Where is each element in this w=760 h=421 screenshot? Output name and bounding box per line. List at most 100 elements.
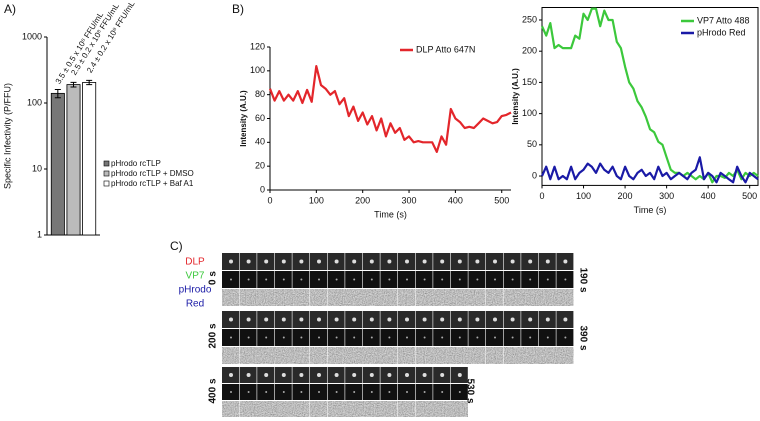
micrograph-tile — [450, 347, 468, 364]
particle — [282, 391, 285, 393]
particle — [318, 336, 320, 339]
particle — [406, 336, 408, 339]
x-tick-label: 400 — [701, 191, 716, 201]
particle — [300, 391, 303, 393]
particle — [318, 391, 320, 393]
particle — [458, 278, 461, 281]
particle — [281, 259, 286, 264]
error-bar — [54, 89, 61, 99]
x-tick-label: 400 — [448, 195, 463, 205]
particle — [265, 391, 268, 393]
micrograph-tile — [327, 289, 345, 306]
bar — [82, 82, 97, 236]
particle — [387, 317, 392, 322]
particle — [335, 336, 338, 339]
data-line — [268, 65, 512, 153]
y-axis-label: Intensity (A.U.) — [239, 90, 248, 147]
particle — [458, 391, 461, 393]
particle — [422, 373, 427, 377]
micrograph-tile — [274, 347, 292, 364]
particle — [405, 317, 409, 322]
y-tick-label: 100 — [522, 108, 537, 118]
particle — [388, 336, 391, 339]
micrograph-tile — [362, 401, 380, 417]
particle — [317, 317, 321, 322]
particle — [352, 259, 357, 264]
particle — [388, 391, 391, 393]
micrograph-tile — [503, 347, 521, 364]
micrograph-tile — [503, 289, 521, 306]
particle — [352, 373, 357, 377]
particle — [476, 336, 479, 339]
micrograph-tile — [521, 347, 539, 364]
particle — [441, 336, 444, 339]
micrograph-tile — [239, 347, 257, 364]
y-tick-label: 200 — [522, 46, 537, 56]
particle — [246, 373, 251, 377]
particle — [476, 278, 479, 281]
particle — [229, 317, 233, 322]
y-tick-label: 50 — [527, 139, 537, 149]
y-tick-label: 80 — [255, 89, 265, 99]
particle — [475, 259, 480, 264]
particle — [564, 336, 567, 339]
particle — [247, 336, 250, 339]
particle — [458, 336, 461, 339]
particle — [264, 259, 269, 264]
particle — [387, 373, 392, 377]
particle — [246, 259, 251, 264]
particle — [546, 278, 549, 281]
error-bar — [86, 79, 93, 86]
micrograph-tile — [345, 347, 363, 364]
particle — [423, 391, 426, 393]
micrograph-tile — [538, 289, 556, 306]
micrograph-tile — [415, 347, 433, 364]
micrograph-tile — [415, 401, 433, 417]
y-tick-label: 100 — [27, 97, 42, 107]
micrograph-tile — [310, 347, 327, 364]
y-tick-label: 1000 — [22, 31, 42, 41]
micrograph-tile — [486, 347, 503, 364]
x-tick-label: 500 — [494, 195, 509, 205]
particle — [546, 336, 549, 339]
micrograph-tile — [415, 289, 433, 306]
particle — [335, 391, 338, 393]
particle — [440, 317, 445, 322]
x-tick-label: 200 — [618, 191, 633, 201]
particle — [405, 373, 409, 377]
particle — [230, 336, 232, 339]
particle — [406, 278, 408, 281]
particle — [264, 373, 269, 377]
y-axis-label: Specific Infectivity (P/FFU) — [2, 83, 12, 189]
particle — [440, 373, 445, 377]
particle — [388, 278, 391, 281]
micrograph-tile — [257, 347, 275, 364]
particle — [369, 317, 374, 322]
micrograph-tile — [345, 289, 363, 306]
particle — [511, 278, 514, 281]
particle — [246, 317, 251, 322]
time-label: 0 s — [208, 271, 219, 285]
plot-frame — [541, 7, 759, 186]
legend-label: pHrodo rcTLP + DMSO — [111, 169, 194, 178]
y-tick-label: 100 — [250, 65, 265, 75]
particle — [317, 259, 321, 264]
particle — [405, 259, 409, 264]
particle — [423, 278, 426, 281]
data-line — [540, 156, 759, 184]
particle — [545, 317, 550, 322]
micrograph-tile — [556, 289, 574, 306]
particle — [247, 278, 250, 281]
micrograph-tile — [292, 289, 310, 306]
legend-label: pHrodo rcTLP + Baf A1 — [111, 179, 194, 188]
legend-swatch — [103, 160, 110, 167]
particle — [282, 336, 285, 339]
particle — [353, 391, 356, 393]
particle — [282, 278, 285, 281]
particle — [494, 336, 496, 339]
y-tick-label: 40 — [255, 137, 265, 147]
particle — [510, 259, 515, 264]
particle — [281, 373, 286, 377]
legend-label: pHrodo rcTLP — [111, 159, 161, 168]
micrograph-tile — [310, 401, 327, 417]
